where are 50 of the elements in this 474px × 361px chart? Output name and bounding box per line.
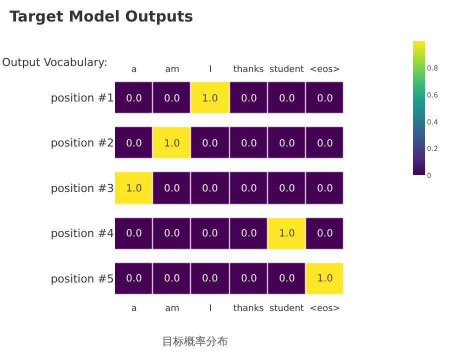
category-label: I (209, 304, 212, 314)
data-label: 0.0 (126, 94, 142, 104)
data-label: 0.0 (279, 94, 295, 104)
data-label: 0.0 (279, 138, 295, 150)
chart-title: Target Model Outputs (9, 7, 194, 26)
data-label: 1.0 (126, 184, 142, 194)
data-label: 0.0 (202, 228, 218, 240)
data-label: 0.0 (241, 94, 257, 104)
y-tick-label: position #2 (50, 136, 114, 150)
x-tick-label: a (131, 65, 137, 76)
y-tick-label: position #4 (50, 227, 114, 240)
data-label: 0.0 (164, 94, 180, 104)
data-label: 0.0 (241, 184, 257, 194)
data-label: 0.0 (241, 228, 257, 240)
data-label: 1.0 (279, 228, 295, 240)
category-label: <eos> (310, 304, 340, 314)
y-tick-label: position #3 (50, 182, 114, 195)
data-label: 0.0 (164, 184, 180, 194)
data-label: 0.0 (126, 138, 142, 150)
data-label: 0.0 (241, 274, 257, 284)
text: 目标概率分布 (162, 335, 228, 348)
data-label: 0.0 (317, 94, 333, 104)
x-tick-label: <eos> (310, 65, 340, 76)
data-label: 1.0 (202, 94, 218, 104)
data-label: 0.0 (241, 138, 257, 150)
data-label: 0.0 (164, 274, 180, 284)
data-label: 0.0 (279, 274, 295, 284)
x-tick-label: I (209, 65, 212, 76)
x-tick-label: am (165, 65, 180, 76)
data-label: 0.0 (317, 184, 333, 194)
data-label: 0.0 (164, 228, 180, 240)
y-tick-label: position #1 (50, 91, 114, 104)
data-label: 1.0 (317, 274, 333, 284)
x-tick-label: thanks (233, 65, 264, 76)
data-label: 1.0 (164, 138, 180, 150)
data-label: 0.0 (202, 138, 218, 150)
x-axis-title: Output Vocabulary: (2, 56, 108, 69)
y-tick-label: position #5 (50, 272, 114, 286)
category-label: student (270, 304, 304, 314)
data-label: 0.0 (126, 228, 142, 240)
category-label: thanks (233, 304, 264, 314)
data-label: 0.0 (317, 138, 333, 150)
data-label: 0.0 (202, 274, 218, 284)
category-label: am (165, 304, 180, 314)
data-label: 0.0 (126, 274, 142, 284)
x-tick-label: student (270, 65, 304, 76)
data-label: 0.0 (279, 184, 295, 194)
data-label: 0.0 (202, 184, 218, 194)
data-label: 0.0 (317, 228, 333, 240)
category-label: a (131, 304, 137, 314)
